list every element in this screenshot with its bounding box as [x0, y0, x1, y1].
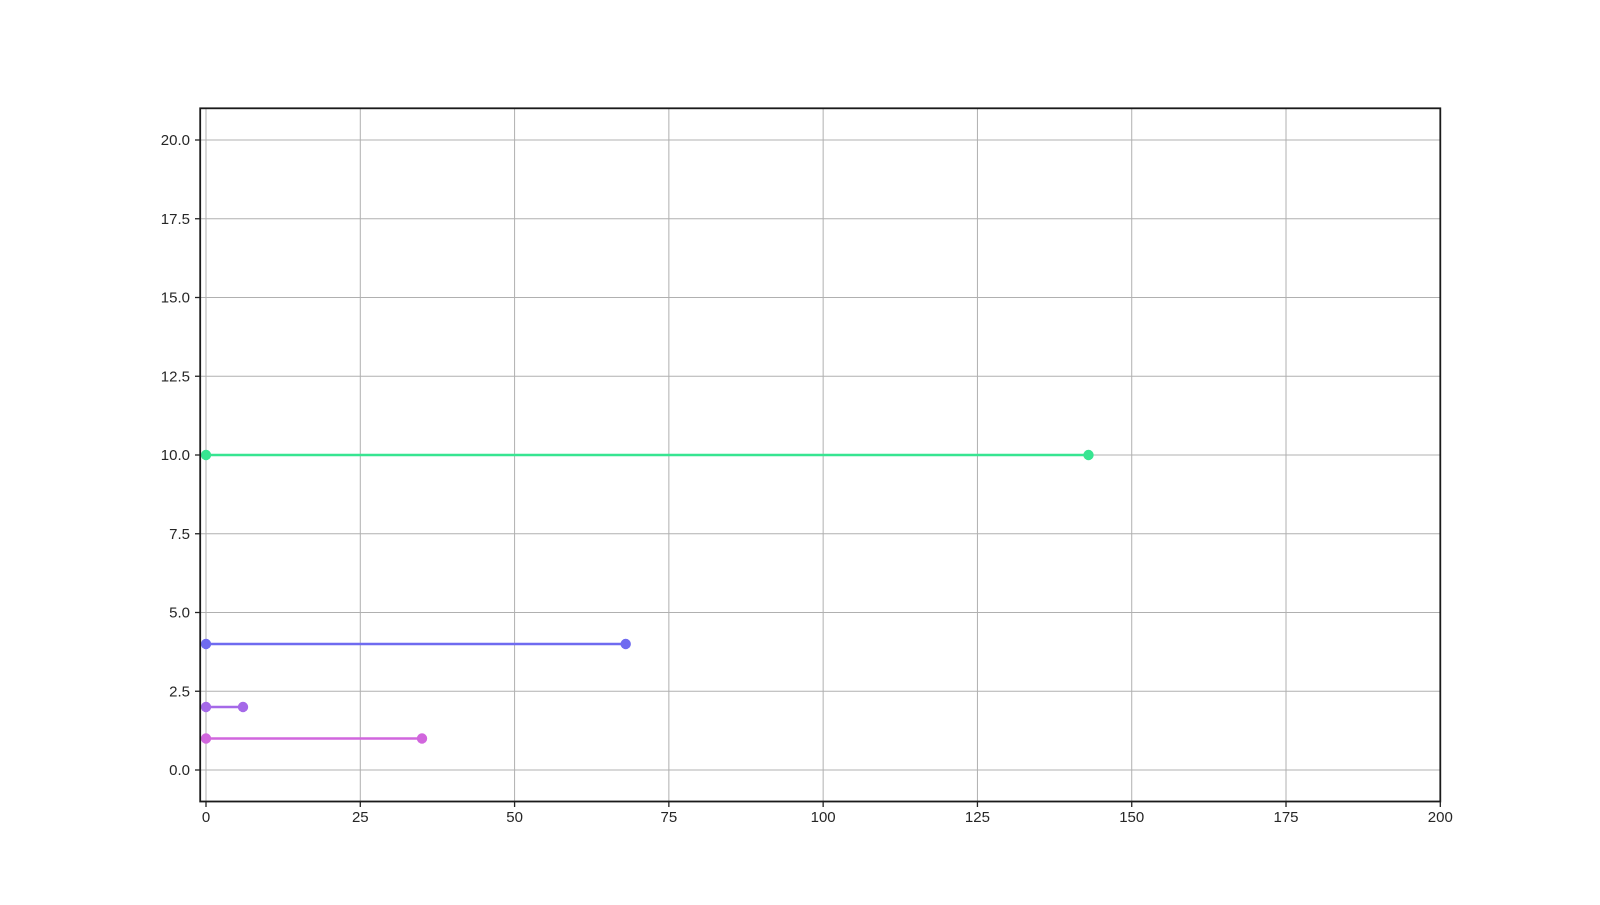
svg-text:10.0: 10.0 — [161, 447, 190, 464]
svg-text:200: 200 — [1428, 809, 1453, 826]
svg-text:175: 175 — [1273, 809, 1298, 826]
svg-text:15.0: 15.0 — [161, 290, 190, 307]
svg-text:0: 0 — [202, 809, 210, 826]
svg-text:5.0: 5.0 — [169, 605, 190, 622]
svg-text:17.5: 17.5 — [161, 211, 190, 228]
svg-text:0.0: 0.0 — [169, 762, 190, 779]
svg-text:2.5: 2.5 — [169, 683, 190, 700]
svg-text:75: 75 — [661, 809, 678, 826]
svg-text:100: 100 — [811, 809, 836, 826]
svg-text:50: 50 — [506, 809, 523, 826]
svg-text:150: 150 — [1119, 809, 1144, 826]
svg-text:12.5: 12.5 — [161, 368, 190, 385]
svg-text:20.0: 20.0 — [161, 132, 190, 149]
svg-text:7.5: 7.5 — [169, 526, 190, 543]
svg-text:25: 25 — [352, 809, 369, 826]
svg-text:125: 125 — [965, 809, 990, 826]
